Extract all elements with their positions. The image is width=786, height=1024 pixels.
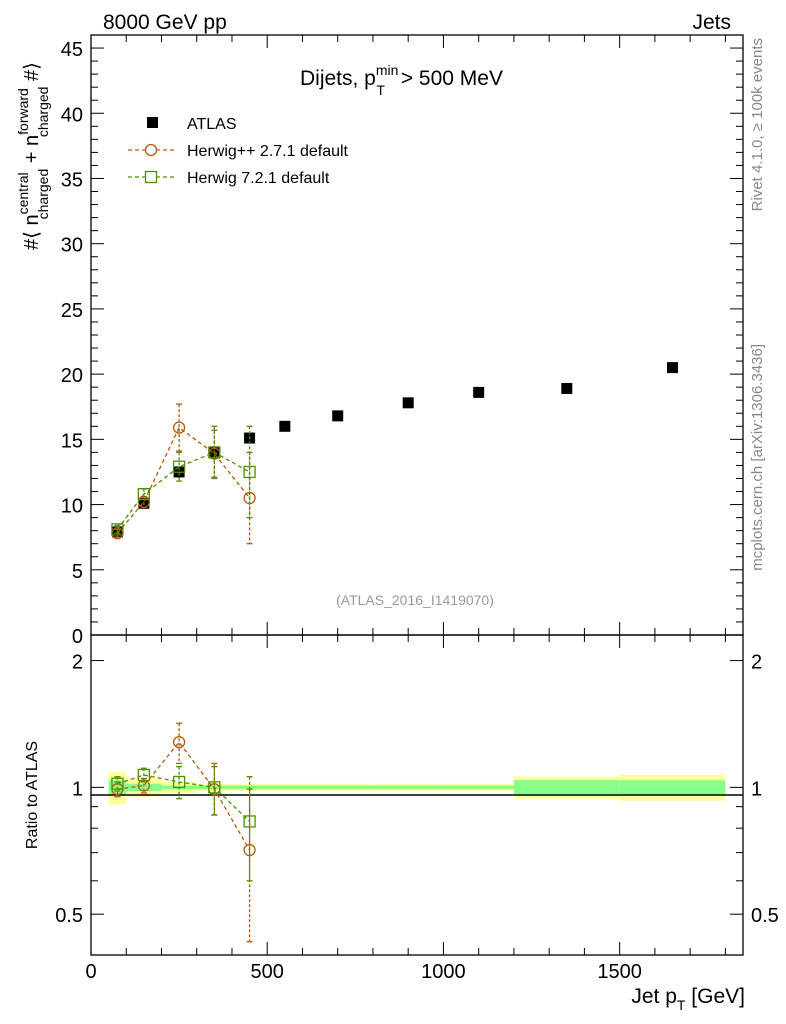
stat-uncertainty-band bbox=[443, 785, 514, 790]
ratio-herwig7-point bbox=[137, 768, 151, 782]
ratio-y-tick-label: 0.5 bbox=[55, 905, 83, 927]
main-y-axis-label: #⟨ ncentral charged + nforward charged #⟩ bbox=[15, 62, 51, 250]
herwig7-point bbox=[243, 465, 256, 479]
herwig7-point bbox=[111, 523, 124, 536]
legend-marker-herwig7 bbox=[144, 170, 158, 184]
ratio-herwigpp-line bbox=[117, 741, 251, 851]
ratio-herwig7-point bbox=[243, 815, 256, 828]
ratio-frame bbox=[90, 634, 744, 956]
rivet-label: Rivet 4.1.0, ≥ 100k events bbox=[749, 38, 766, 211]
ratio-bands bbox=[108, 771, 726, 805]
ratio-herwig7-point bbox=[208, 781, 221, 794]
ratio-data bbox=[111, 722, 256, 943]
main-panel: 0 5 10 15 20 25 30 35 40 45 Dijets, pmin T > 500 M… bbox=[15, 34, 744, 648]
stat-uncertainty-band bbox=[126, 783, 162, 792]
ratio-ticks: 0.5 0.5 1 1 2 2 0 500 1000 1500 bbox=[55, 635, 779, 983]
main-y-tick-label: 30 bbox=[61, 235, 83, 257]
ratio-y-tick-label: 2 bbox=[72, 652, 83, 674]
chart-title: Dijets, pmin T > 500 MeV bbox=[300, 62, 503, 98]
x-tick-label: 1000 bbox=[421, 961, 466, 983]
ratio-y-tick-label-right: 2 bbox=[751, 652, 762, 674]
herwigpp-point bbox=[172, 421, 186, 434]
ratio-herwig7-point bbox=[172, 775, 186, 789]
atlas-point bbox=[561, 382, 573, 394]
main-y-tick-label: 35 bbox=[61, 169, 83, 191]
main-y-tick-label: 5 bbox=[72, 561, 83, 583]
legend-marker-herwigpp bbox=[144, 143, 158, 157]
x-axis-label: Jet pT [GeV] bbox=[631, 985, 745, 1013]
legend-label-herwigpp: Herwig++ 2.7.1 default bbox=[187, 143, 349, 160]
herwig7-point bbox=[172, 460, 186, 473]
ratio-herwig7-point bbox=[111, 777, 124, 790]
ratio-y-axis-label: Ratio to ATLAS bbox=[24, 741, 41, 849]
herwig7-point bbox=[137, 487, 151, 501]
analysis-label: (ATLAS_2016_I1419070) bbox=[336, 592, 494, 608]
stat-uncertainty-band bbox=[267, 785, 303, 790]
main-y-tick-label: 25 bbox=[61, 300, 83, 322]
legend-marker-atlas bbox=[147, 117, 158, 128]
main-y-tick-label: 10 bbox=[61, 496, 83, 518]
stat-uncertainty-band bbox=[513, 780, 620, 795]
legend: ATLAS Herwig++ 2.7.1 default Herwig 7.2.… bbox=[128, 116, 349, 187]
main-data bbox=[111, 362, 679, 545]
energy-label: 8000 GeV pp bbox=[103, 11, 227, 34]
ratio-panel: 0.5 0.5 1 1 2 2 0 500 1000 1500 Ratio to ATLAS Je… bbox=[24, 634, 779, 1013]
main-y-tick-label: 20 bbox=[61, 365, 83, 387]
ratio-y-tick-label-right: 0.5 bbox=[751, 905, 779, 927]
stat-uncertainty-band bbox=[372, 785, 444, 790]
stat-uncertainty-band bbox=[619, 780, 726, 795]
ratio-herwigpp-point bbox=[172, 736, 186, 749]
x-tick-label: 0 bbox=[85, 961, 96, 983]
herwigpp-line bbox=[116, 426, 251, 534]
category-label: Jets bbox=[692, 11, 731, 34]
x-tick-label: 500 bbox=[251, 961, 284, 983]
atlas-point bbox=[402, 397, 414, 409]
main-y-tick-label: 0 bbox=[72, 626, 83, 648]
source-label: mcplots.cern.ch [arXiv:1306.3436] bbox=[749, 344, 766, 571]
legend-label-atlas: ATLAS bbox=[187, 116, 237, 133]
herwig7-line bbox=[116, 451, 250, 530]
herwig7-point bbox=[208, 446, 221, 459]
stat-uncertainty-band bbox=[302, 785, 373, 790]
ratio-y-tick-label-right: 1 bbox=[751, 778, 762, 800]
atlas-point bbox=[279, 420, 291, 432]
main-y-tick-label: 40 bbox=[61, 104, 83, 126]
x-tick-label: 1500 bbox=[597, 961, 642, 983]
atlas-point bbox=[332, 410, 344, 422]
atlas-point bbox=[473, 386, 485, 398]
main-y-tick-label: 15 bbox=[61, 430, 83, 452]
main-y-tick-label: 45 bbox=[61, 39, 83, 61]
legend-label-herwig7: Herwig 7.2.1 default bbox=[187, 170, 330, 187]
atlas-point bbox=[667, 362, 679, 374]
main-ticks: 0 5 10 15 20 25 30 35 40 45 bbox=[61, 35, 743, 648]
ratio-y-tick-label: 1 bbox=[72, 778, 83, 800]
